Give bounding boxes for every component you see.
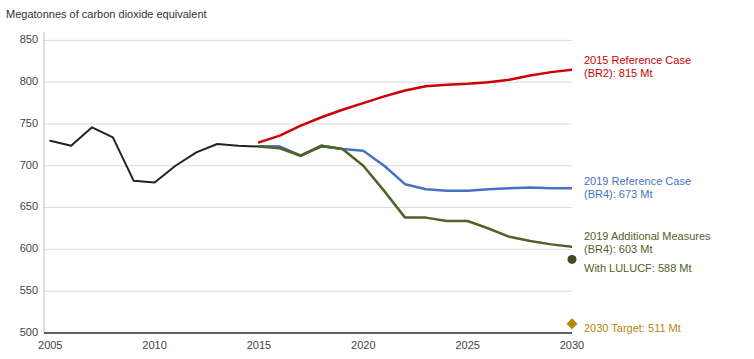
- y-tick-label: 750: [20, 117, 38, 129]
- x-tick-label: 2030: [560, 339, 584, 351]
- annotation: 2030 Target: 511 Mt: [584, 322, 681, 334]
- grid-line: [44, 40, 572, 41]
- grid-line: [44, 291, 572, 292]
- chart-container: 500 550 600 650 700 750 800 850 2005 2010 2015 2020…: [0, 0, 754, 359]
- annotation: With LULUCF: 588 Mt: [584, 262, 692, 274]
- x-tick-label: 2025: [455, 339, 479, 351]
- series-line: [259, 70, 572, 143]
- grid-line: [44, 207, 572, 208]
- x-axis-line: [44, 332, 572, 334]
- chart-svg: 500 550 600 650 700 750 800 850 2005 2010 2015 2020…: [0, 0, 754, 359]
- annotation: 2019 Reference Case(BR4): 673 Mt: [584, 175, 691, 200]
- annotation-line: With LULUCF: 588 Mt: [584, 262, 692, 274]
- y-axis-label: Megatonnes of carbon dioxide equivalent: [6, 8, 207, 20]
- lines: [50, 70, 572, 247]
- series-point: [568, 255, 577, 264]
- y-tick-label: 500: [20, 326, 38, 338]
- annotation-line: 2015 Reference Case: [584, 54, 691, 66]
- annotation-line: 2019 Additional Measures: [584, 230, 711, 242]
- y-axis-line: [44, 32, 45, 333]
- x-tick-label: 2010: [142, 339, 166, 351]
- grid-line: [44, 333, 572, 334]
- y-tick-label: 550: [20, 284, 38, 296]
- annotation-line: (BR2): 815 Mt: [584, 67, 652, 79]
- annotation-line: (BR4): 603 Mt: [584, 243, 652, 255]
- grid-line: [44, 249, 572, 250]
- x-tick-label: 2020: [351, 339, 375, 351]
- x-tick-label: 2015: [247, 339, 271, 351]
- annotation-line: 2019 Reference Case: [584, 175, 691, 187]
- x-tick-label: 2005: [38, 339, 62, 351]
- annotation-line: 2030 Target: 511 Mt: [584, 322, 681, 334]
- y-grid: [44, 40, 572, 333]
- annotation: 2015 Reference Case(BR2): 815 Mt: [584, 54, 691, 79]
- y-tick-label: 800: [20, 75, 38, 87]
- y-tick-label: 700: [20, 159, 38, 171]
- y-tick-label: 600: [20, 242, 38, 254]
- y-tick-label: 650: [20, 200, 38, 212]
- series-point: [567, 318, 578, 329]
- y-tick-label: 850: [20, 33, 38, 45]
- series-line: [259, 146, 572, 247]
- annotation-line: (BR4): 673 Mt: [584, 188, 652, 200]
- grid-line: [44, 165, 572, 166]
- points: [567, 255, 578, 329]
- annotation: 2019 Additional Measures(BR4): 603 Mt: [584, 230, 711, 255]
